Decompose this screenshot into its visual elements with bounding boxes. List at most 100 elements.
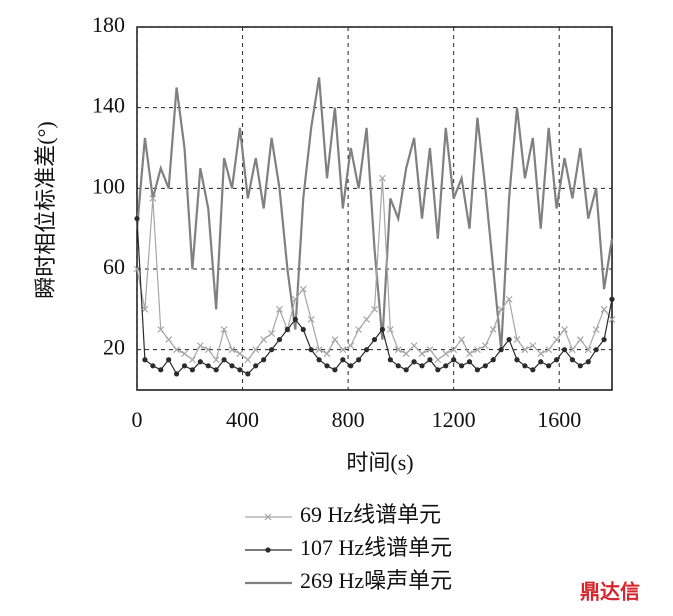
dot-marker [284, 326, 291, 333]
x-marker [513, 336, 521, 344]
x-marker [521, 346, 529, 354]
dot-marker [379, 326, 386, 333]
x-marker [307, 315, 315, 323]
dot-marker [609, 296, 615, 302]
x-marker [545, 346, 553, 354]
dot-marker [458, 363, 465, 369]
dot-marker [142, 357, 148, 363]
dot-marker [546, 363, 552, 369]
x-axis-label: 时间(s) [346, 450, 413, 475]
dot-marker [173, 371, 180, 377]
x-marker [165, 336, 173, 344]
x-marker [450, 346, 458, 354]
dot-marker [150, 363, 156, 369]
dot-marker [276, 336, 283, 343]
x-marker [220, 326, 228, 333]
x-marker [553, 336, 561, 344]
x-marker [323, 350, 331, 358]
dot-marker [553, 357, 560, 363]
dot-marker [498, 347, 504, 353]
dot-marker [158, 367, 164, 373]
x-marker [466, 350, 473, 358]
dot-marker [522, 363, 528, 369]
dot-marker [530, 367, 536, 373]
x-marker [458, 336, 466, 344]
dot-marker [419, 363, 425, 369]
y-tick-label: 20 [103, 335, 125, 360]
dot-marker [292, 316, 298, 323]
dot-marker [181, 363, 188, 369]
dot-marker [506, 336, 512, 343]
x-marker [133, 265, 141, 273]
y-tick-label: 100 [92, 173, 125, 198]
dot-marker [300, 326, 306, 333]
dot-marker [395, 363, 401, 369]
x-marker [228, 346, 236, 354]
dot-marker [332, 367, 338, 373]
watermark: 鼎达信 [580, 580, 640, 604]
dot-marker [237, 367, 243, 373]
dot-marker [482, 363, 488, 369]
x-tick-label: 1600 [537, 407, 581, 432]
x-marker [481, 342, 489, 350]
dot-marker [324, 363, 330, 369]
x-marker [402, 350, 410, 358]
x-marker [537, 350, 545, 358]
x-marker [434, 356, 442, 364]
dot-marker [593, 347, 599, 353]
x-marker [264, 513, 272, 521]
dot-marker [474, 367, 481, 373]
dot-marker [348, 363, 354, 369]
dot-marker [356, 357, 362, 363]
x-marker [260, 336, 268, 344]
dot-marker [561, 347, 568, 353]
x-marker [252, 346, 260, 354]
x-marker [299, 285, 307, 293]
x-marker [204, 346, 212, 354]
x-marker [576, 336, 584, 344]
dot-marker [268, 347, 275, 353]
x-marker [497, 305, 505, 313]
dot-marker [253, 363, 259, 369]
x-marker [339, 346, 347, 354]
x-marker [181, 350, 188, 358]
x-marker [212, 356, 220, 364]
plot-frame [136, 26, 613, 391]
dot-marker [197, 359, 203, 365]
dot-marker [166, 357, 172, 363]
dot-marker [265, 547, 271, 553]
x-marker [347, 342, 355, 350]
x-marker [173, 346, 181, 354]
x-marker [473, 346, 481, 354]
dot-marker [134, 215, 140, 222]
x-marker [378, 174, 386, 182]
dot-marker [403, 367, 409, 373]
y-tick-label: 60 [103, 254, 125, 279]
dot-marker [371, 336, 378, 343]
y-tick-label: 140 [92, 93, 125, 118]
x-marker [426, 346, 434, 354]
x-marker [568, 346, 576, 354]
x-marker [489, 326, 497, 333]
x-marker [141, 305, 149, 313]
x-tick-label: 400 [226, 407, 259, 432]
x-marker [244, 356, 252, 364]
dot-marker [411, 359, 417, 365]
dot-marker [261, 357, 267, 363]
dot-marker [205, 363, 211, 369]
legend-label: 107 Hz线谱单元 [300, 535, 452, 560]
x-tick-label: 1200 [432, 407, 476, 432]
dot-marker [340, 357, 346, 363]
x-marker [291, 295, 299, 303]
x-marker [418, 350, 426, 358]
x-marker [394, 346, 402, 354]
x-marker [315, 346, 323, 354]
x-marker [268, 330, 276, 337]
x-marker [608, 315, 616, 323]
dot-marker [229, 363, 235, 369]
legend-label: 269 Hz噪声单元 [300, 568, 452, 593]
x-marker [355, 326, 363, 333]
dot-marker [466, 359, 473, 365]
